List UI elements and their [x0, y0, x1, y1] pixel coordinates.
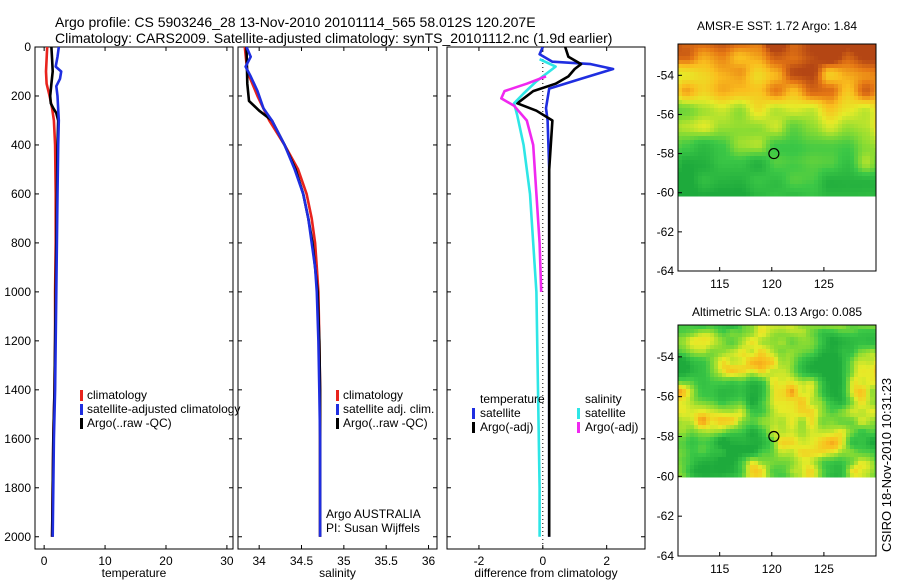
difference-legend-title: salinity — [585, 392, 622, 406]
salinity-legend-swatch — [336, 404, 339, 415]
difference-legend-entry: Argo(-adj) — [480, 420, 533, 434]
sla_map-y-tick-label: -60 — [657, 469, 675, 483]
temperature-y-tick-label: 1200 — [4, 334, 31, 348]
sst_map-y-tick-label: -62 — [657, 225, 675, 239]
salinity-panel: 34 34.5 35 35.5 36 salinity climatologysatelli… — [237, 46, 438, 580]
difference-x-axis-label: difference from climatology — [474, 566, 617, 580]
sla_map-title: Altimetric SLA: 0.13 Argo: 0.085 — [692, 305, 862, 319]
salinity-x-axis-label: salinity — [319, 566, 356, 580]
difference-legend-swatch — [472, 422, 475, 433]
temperature-y-tick-label: 200 — [11, 89, 31, 103]
temperature-x-tick-label: 10 — [98, 554, 112, 568]
figure-title-line2: Climatology: CARS2009. Satellite-adjuste… — [55, 30, 612, 46]
sst_map-y-tick-label: -60 — [657, 186, 675, 200]
sst_map-y-tick-label: -54 — [657, 68, 675, 82]
temperature-y-tick-label: 0 — [24, 40, 31, 54]
salinity-legend-swatch — [336, 390, 339, 401]
sst_map-x-tick-label: 125 — [814, 277, 834, 291]
sla_map-y-tick-label: -64 — [657, 549, 675, 563]
temperature-legend-swatch — [80, 404, 83, 415]
sla_map-x-tick-label: 120 — [762, 562, 782, 576]
salinity-legend-entry: Argo(..raw -QC) — [343, 416, 428, 430]
salinity-legend-entry: climatology — [343, 388, 403, 402]
salinity-x-tick-label: 36 — [422, 554, 436, 568]
sla_map-heatmap-field — [678, 325, 876, 478]
sla_map-y-tick-label: -62 — [657, 509, 675, 523]
difference-series-salinity-argo-adj- — [499, 75, 547, 292]
sst_map-x-tick-label: 115 — [710, 277, 729, 291]
difference-x-tick-label: 0 — [539, 554, 546, 568]
sst_map-x-tick-label: 120 — [762, 277, 782, 291]
salinity-legend-swatch — [336, 418, 339, 429]
difference-legend-entry: satellite — [585, 406, 626, 420]
difference-x-tick-label: -2 — [474, 554, 485, 568]
temperature-x-tick-label: 20 — [159, 554, 173, 568]
temperature-legend-entry: satellite-adjusted climatology — [87, 402, 240, 416]
temperature-x-tick-label: 0 — [41, 554, 48, 568]
temperature-y-tick-label: 600 — [11, 187, 31, 201]
temperature-legend-swatch — [80, 418, 83, 429]
salinity-series-argo-raw-qc- — [245, 47, 322, 537]
salinity-x-tick-label: 35 — [337, 554, 351, 568]
temperature-series-satellite-adjusted-climatology — [51, 47, 63, 537]
temperature-y-tick-label: 800 — [11, 236, 31, 250]
temperature-axes-frame — [34, 46, 234, 550]
temperature-y-tick-label: 400 — [11, 138, 31, 152]
sst-map-panel: AMSR-E SST: 1.72 Argo: 1.84 115 120 125 -54 -… — [657, 19, 877, 291]
sla_map-argo-position-marker — [768, 430, 780, 443]
sla-map-panel: Altimetric SLA: 0.13 Argo: 0.085 115 120 12… — [657, 305, 877, 576]
temperature-panel: 0 10 20 30 temperature 0 200 400 600 800 1000 1200 1… — [4, 40, 240, 580]
difference-legend-entry: Argo(-adj) — [585, 420, 638, 434]
salinity-axes-frame — [237, 46, 438, 550]
difference-legend-entry: satellite — [480, 406, 521, 420]
temperature-y-tick-label: 1800 — [4, 481, 31, 495]
timestamp-stamp: CSIRO 18-Nov-2010 10:31:23 — [879, 378, 894, 552]
difference-x-tick-label: 2 — [603, 554, 610, 568]
difference-axes-frame — [446, 46, 646, 550]
temperature-x-axis-label: temperature — [102, 566, 167, 580]
sla_map-y-tick-label: -56 — [657, 390, 675, 404]
salinity-x-tick-label: 35.5 — [375, 554, 399, 568]
salinity-series-satellite-adj-clim- — [244, 47, 322, 537]
temperature-legend-swatch — [80, 390, 83, 401]
difference-legend-swatch — [472, 408, 475, 419]
sla_map-axes-frame — [677, 324, 877, 557]
sla_map-x-tick-label: 125 — [814, 562, 834, 576]
temperature-y-tick-label: 1000 — [4, 285, 31, 299]
salinity-annotation-line: PI: Susan Wijffels — [326, 521, 420, 535]
difference-legend-title: temperature — [480, 392, 545, 406]
temperature-legend-entry: climatology — [87, 388, 147, 402]
sst_map-title: AMSR-E SST: 1.72 Argo: 1.84 — [697, 19, 857, 33]
sst_map-y-tick-label: -64 — [657, 264, 675, 278]
temperature-y-tick-label: 2000 — [4, 530, 31, 544]
salinity-x-tick-label: 34.5 — [290, 554, 314, 568]
sla_map-y-tick-label: -54 — [657, 350, 675, 364]
sst_map-y-tick-label: -56 — [657, 107, 675, 121]
difference-legend-swatch — [577, 408, 580, 419]
sst_map-axes-frame — [677, 43, 877, 272]
salinity-series-climatology — [243, 47, 322, 537]
temperature-x-tick-label: 30 — [220, 554, 234, 568]
sst_map-argo-position-marker — [768, 147, 780, 160]
sst_map-y-tick-label: -58 — [657, 147, 675, 161]
figure-title-line1: Argo profile: CS 5903246_28 13-Nov-2010 … — [55, 14, 536, 30]
sla_map-x-tick-label: 115 — [710, 562, 729, 576]
temperature-y-tick-label: 1400 — [4, 383, 31, 397]
salinity-legend-entry: satellite adj. clim. — [343, 402, 434, 416]
sla_map-y-tick-label: -58 — [657, 430, 675, 444]
temperature-legend-entry: Argo(..raw -QC) — [87, 416, 172, 430]
salinity-annotation-line: Argo AUSTRALIA — [326, 507, 421, 521]
salinity-x-tick-label: 34 — [252, 554, 266, 568]
temperature-y-tick-label: 1600 — [4, 432, 31, 446]
difference-legend-swatch — [577, 422, 580, 433]
difference-series-temperature-argo-adj- — [515, 47, 583, 537]
sst_map-heatmap-field — [678, 44, 876, 197]
